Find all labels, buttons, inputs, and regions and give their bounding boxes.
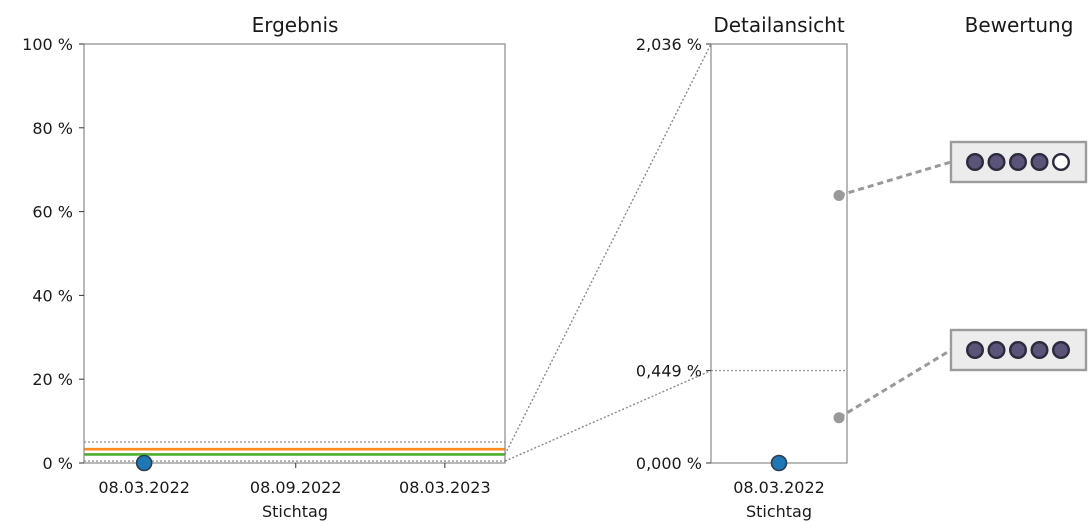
main-x-ticks: 08.03.2022 08.09.2022 08.03.2023 [98, 463, 491, 497]
main-x-tick-label: 08.09.2022 [250, 478, 342, 497]
main-y-tick-label: 80 % [32, 119, 73, 138]
detail-points [770, 454, 788, 472]
detail-data-point [770, 454, 788, 472]
rating-dot-filled [987, 341, 1006, 360]
main-y-tick-label: 20 % [32, 370, 73, 389]
rating-connector-line [838, 348, 952, 420]
rating-connector-line [838, 160, 952, 197]
rating-dot-filled [1030, 152, 1049, 171]
rating-entry [833, 328, 1088, 424]
detail-x-axis-label: Stichtag [746, 502, 812, 521]
main-chart-title: Ergebnis [252, 13, 339, 37]
rating-dot-empty [1051, 152, 1070, 171]
rating-entry [833, 140, 1088, 201]
main-x-axis-label: Stichtag [262, 502, 328, 521]
rating-dot-filled [1051, 341, 1070, 360]
main-points [135, 454, 153, 472]
main-y-tick-label: 40 % [32, 286, 73, 305]
rating-dot-filled [966, 152, 985, 171]
zoom-connector-line [504, 43, 712, 455]
main-y-tick-label: 0 % [43, 454, 73, 473]
rating-dot-filled [987, 152, 1006, 171]
detail-x-tick-label: 08.03.2022 [733, 478, 825, 497]
rating-panel: Bewertung [833, 13, 1088, 424]
rating-dot-filled [1009, 341, 1028, 360]
zoom-connector-line [504, 369, 712, 462]
detail-chart-title: Detailansicht [713, 13, 844, 37]
zoom-connectors [504, 43, 712, 462]
detail-y-ticks: 0,000 % 0,449 % 2,036 % [636, 35, 711, 473]
rating-dot-filled [966, 341, 985, 360]
main-data-point [135, 454, 153, 472]
main-x-tick-label: 08.03.2022 [98, 478, 190, 497]
rating-dot-filled [1009, 152, 1028, 171]
main-y-tick-label: 100 % [22, 35, 73, 54]
detail-y-tick-label: 0,000 % [636, 454, 702, 473]
rating-dot-filled [1030, 341, 1049, 360]
detail-plot-frame [710, 43, 848, 464]
main-plot-frame [83, 43, 506, 464]
rating-entries [833, 140, 1088, 424]
main-y-ticks: 0 % 20 % 40 % 60 % 80 % 100 % [22, 35, 84, 473]
rating-title: Bewertung [965, 13, 1074, 37]
main-reference-lines [84, 441, 505, 462]
main-chart: Ergebnis 0 % 20 % 40 % 60 % 80 % 100 % 08.03.… [22, 13, 506, 521]
main-x-tick-label: 08.03.2023 [399, 478, 491, 497]
detail-y-tick-label: 2,036 % [636, 35, 702, 54]
detail-chart: Detailansicht 0,000 % 0,449 % 2,036 % 08.0… [636, 13, 848, 521]
main-y-tick-label: 60 % [32, 203, 73, 222]
detail-y-tick-label: 0,449 % [636, 362, 702, 381]
